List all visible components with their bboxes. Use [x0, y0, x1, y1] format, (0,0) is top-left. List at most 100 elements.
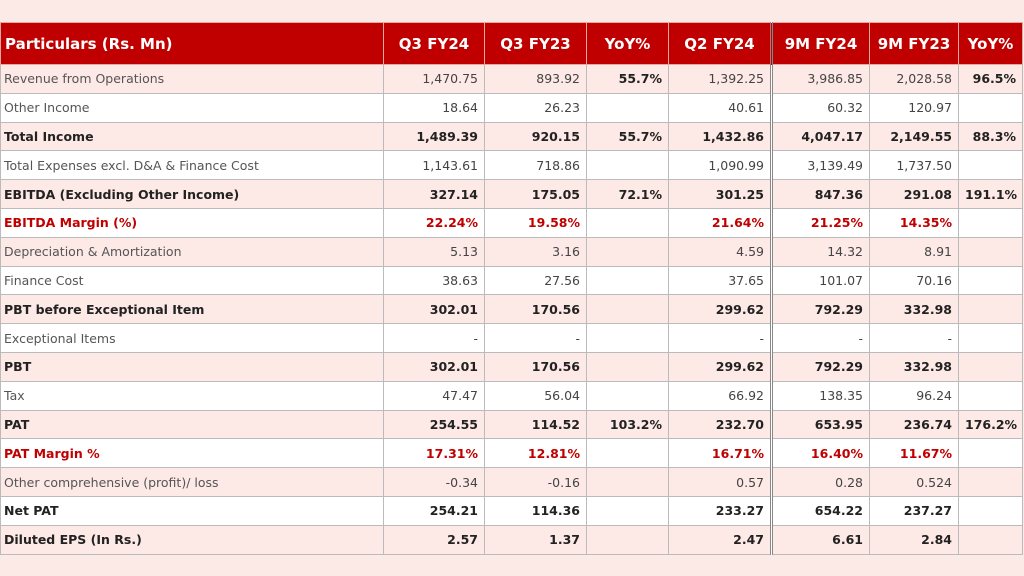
table-row: Depreciation & Amortization 5.13 3.16 4.59 1…: [0, 236, 1023, 267]
cell: [958, 294, 1023, 325]
cell: 17.31%: [383, 438, 485, 469]
cell: 1,737.50: [869, 150, 959, 181]
cell: 26.23: [484, 92, 587, 123]
cell: 301.25: [668, 179, 773, 209]
cell: [586, 351, 669, 382]
table-row: Total Expenses excl. D&A & Finance Cost 1…: [0, 150, 1023, 181]
row-label: Depreciation & Amortization: [0, 236, 384, 267]
cell: 66.92: [668, 380, 773, 411]
header-cell: Particulars (Rs. Mn): [0, 22, 384, 65]
cell: 237.27: [869, 495, 959, 526]
cell: -: [869, 323, 959, 353]
cell: -: [484, 323, 587, 353]
table-row: Finance Cost 38.63 27.56 37.65 101.07 70.16: [0, 265, 1023, 296]
cell: 56.04: [484, 380, 587, 411]
cell: 96.5%: [958, 64, 1023, 94]
cell: 40.61: [668, 92, 773, 123]
cell: [586, 495, 669, 526]
row-label: PAT: [0, 409, 384, 440]
cell: 3.16: [484, 236, 587, 267]
cell: 332.98: [869, 351, 959, 382]
cell: 47.47: [383, 380, 485, 411]
cell: 88.3%: [958, 121, 1023, 152]
cell: 14.35%: [869, 207, 959, 238]
cell: 4,047.17: [771, 121, 870, 152]
cell: 236.74: [869, 409, 959, 440]
table-row: Other comprehensive (profit)/ loss -0.34-…: [0, 467, 1023, 497]
row-label: PBT: [0, 351, 384, 382]
cell: [586, 236, 669, 267]
header-cell: Q3 FY23: [484, 22, 587, 65]
header-cell: YoY%: [586, 22, 669, 65]
header-cell: Q2 FY24: [668, 22, 773, 65]
row-label: Exceptional Items: [0, 323, 384, 353]
cell: 0.28: [771, 467, 870, 497]
cell: [958, 207, 1023, 238]
cell: 792.29: [771, 351, 870, 382]
cell: 22.24%: [383, 207, 485, 238]
cell: 103.2%: [586, 409, 669, 440]
cell: 1,470.75: [383, 64, 485, 94]
table-row: Tax 47.47 56.04 66.92 138.35 96.24: [0, 380, 1023, 411]
table-row: Total Income 1,489.39 920.15 55.7% 1,432.86 4…: [0, 121, 1023, 152]
cell: 653.95: [771, 409, 870, 440]
cell: 302.01: [383, 294, 485, 325]
cell: 55.7%: [586, 121, 669, 152]
cell: 2.57: [383, 524, 485, 555]
cell: 114.52: [484, 409, 587, 440]
cell: 72.1%: [586, 179, 669, 209]
cell: [958, 438, 1023, 469]
cell: 191.1%: [958, 179, 1023, 209]
cell: 302.01: [383, 351, 485, 382]
cell: 254.21: [383, 495, 485, 526]
cell: 101.07: [771, 265, 870, 296]
cell: 8.91: [869, 236, 959, 267]
cell: 37.65: [668, 265, 773, 296]
cell: 1.37: [484, 524, 587, 555]
cell: 299.62: [668, 351, 773, 382]
cell: 299.62: [668, 294, 773, 325]
cell: [958, 236, 1023, 267]
cell: [586, 150, 669, 181]
header-cell: 9M FY24: [771, 22, 870, 65]
financial-table: Particulars (Rs. Mn) Q3 FY24 Q3 FY23 YoY% Q2…: [0, 22, 1023, 555]
cell: 0.524: [869, 467, 959, 497]
cell: 232.70: [668, 409, 773, 440]
cell: 893.92: [484, 64, 587, 94]
cell: 114.36: [484, 495, 587, 526]
table-body: Revenue from Operations 1,470.75 893.92 55.…: [0, 64, 1023, 555]
row-label: Finance Cost: [0, 265, 384, 296]
row-label: Net PAT: [0, 495, 384, 526]
cell: 847.36: [771, 179, 870, 209]
row-label: Total Income: [0, 121, 384, 152]
cell: 175.05: [484, 179, 587, 209]
cell: 11.67%: [869, 438, 959, 469]
row-label: Diluted EPS (In Rs.): [0, 524, 384, 555]
cell: 1,432.86: [668, 121, 773, 152]
cell: 792.29: [771, 294, 870, 325]
cell: 18.64: [383, 92, 485, 123]
row-label: Tax: [0, 380, 384, 411]
cell: 96.24: [869, 380, 959, 411]
cell: [958, 265, 1023, 296]
cell: -0.16: [484, 467, 587, 497]
cell: 254.55: [383, 409, 485, 440]
row-label: PAT Margin %: [0, 438, 384, 469]
cell: 60.32: [771, 92, 870, 123]
cell: 16.40%: [771, 438, 870, 469]
cell: 0.57: [668, 467, 773, 497]
table-row: Diluted EPS (In Rs.) 2.57 1.37 2.47 6.61 2.84: [0, 524, 1023, 555]
cell: 2,028.58: [869, 64, 959, 94]
cell: 2,149.55: [869, 121, 959, 152]
cell: [958, 150, 1023, 181]
cell: 138.35: [771, 380, 870, 411]
table-row: PAT 254.55 114.52 103.2% 232.70 653.95 236.74 1…: [0, 409, 1023, 440]
cell: [958, 323, 1023, 353]
cell: [586, 438, 669, 469]
cell: 70.16: [869, 265, 959, 296]
cell: [586, 294, 669, 325]
cell: 176.2%: [958, 409, 1023, 440]
table-row: EBITDA (Excluding Other Income) 327.14 175…: [0, 179, 1023, 209]
cell: 3,139.49: [771, 150, 870, 181]
cell: 920.15: [484, 121, 587, 152]
